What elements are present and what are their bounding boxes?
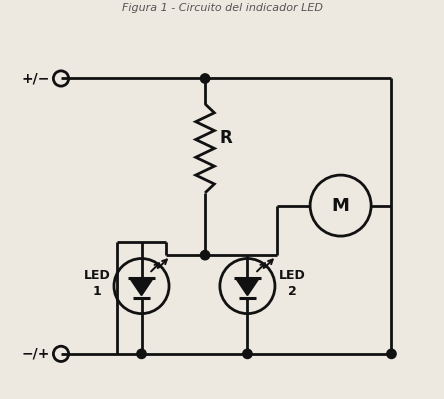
Text: R: R	[219, 129, 232, 147]
Circle shape	[243, 349, 252, 359]
Text: −/+: −/+	[21, 347, 50, 361]
Text: 1: 1	[93, 284, 101, 298]
Text: LED: LED	[278, 269, 305, 282]
Circle shape	[387, 349, 396, 359]
Text: M: M	[332, 197, 349, 215]
Circle shape	[200, 251, 210, 260]
Text: LED: LED	[83, 269, 111, 282]
Circle shape	[200, 74, 210, 83]
Text: 2: 2	[288, 284, 296, 298]
Polygon shape	[130, 279, 153, 295]
Title: Figura 1 - Circuito del indicador LED: Figura 1 - Circuito del indicador LED	[122, 3, 322, 13]
Polygon shape	[236, 279, 259, 295]
Text: +/−: +/−	[21, 71, 50, 85]
Circle shape	[137, 349, 146, 359]
